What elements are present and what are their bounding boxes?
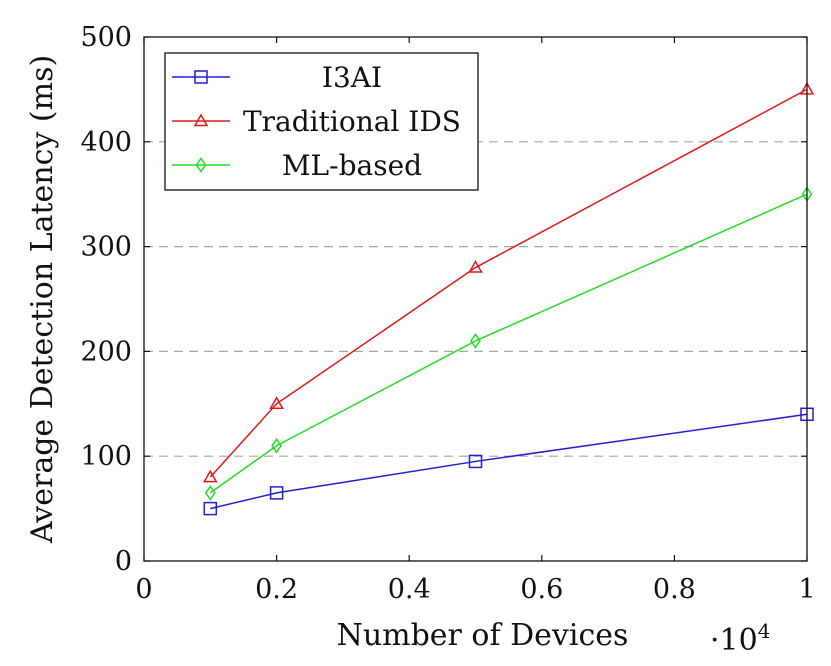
legend-label-traditional-ids: Traditional IDS — [243, 105, 461, 138]
x-tick-label: 0 — [135, 574, 152, 605]
data-point-i3ai — [203, 501, 218, 516]
x-tick-label: 0.4 — [388, 574, 431, 605]
x-multiplier-base: ·10 — [710, 623, 758, 658]
data-point-i3ai — [468, 454, 483, 469]
data-point-ml-based — [470, 333, 481, 349]
legend-label-ml-based: ML-based — [282, 149, 422, 182]
data-point-traditional-ids — [203, 469, 218, 483]
series-line-ml-based — [209, 193, 808, 494]
series-line-i3ai — [210, 413, 808, 510]
data-point-ml-based — [271, 437, 283, 454]
axis-ticks: 0 0.2 0.4 0.6 0.8 1 0 100 200 300 400 500 — [80, 22, 815, 605]
legend-marker-traditional-ids — [193, 113, 209, 127]
legend-label-i3ai: I3AI — [322, 61, 382, 94]
y-tick-label: 0 — [115, 546, 132, 577]
x-tick-label: 0.2 — [255, 574, 298, 605]
data-point-i3ai — [269, 486, 284, 500]
y-tick-label: 500 — [80, 22, 132, 53]
y-tick-label: 100 — [80, 441, 132, 472]
x-tick-label: 1 — [798, 574, 815, 605]
series-line-traditional-ids — [209, 88, 808, 478]
legend-marker-ml-based — [195, 157, 207, 173]
x-axis-label: Number of Devices — [337, 618, 629, 653]
y-tick-label: 400 — [80, 127, 132, 158]
x-tick-label: 0.8 — [653, 574, 696, 605]
data-point-traditional-ids — [269, 396, 284, 410]
y-tick-label: 200 — [80, 336, 132, 367]
legend-marker-i3ai — [194, 70, 208, 84]
y-axis-label: Average Detection Latency (ms) — [25, 55, 60, 544]
series-layer — [203, 81, 815, 516]
y-tick-label: 300 — [80, 232, 132, 263]
legend: I3AI Traditional IDS ML-based — [164, 52, 479, 191]
x-tick-label: 0.6 — [520, 574, 563, 605]
plot-frame — [143, 36, 808, 562]
data-point-traditional-ids — [468, 260, 483, 273]
data-point-ml-based — [204, 485, 216, 501]
x-multiplier-exponent: 4 — [758, 619, 771, 643]
x-axis-multiplier: ·104 — [710, 619, 770, 658]
